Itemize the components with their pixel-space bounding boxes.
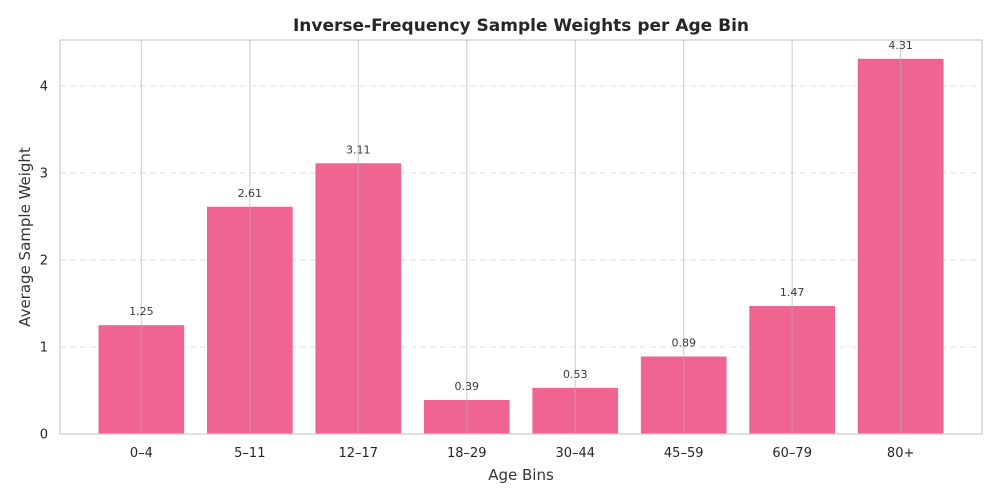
- y-tick-label: 0: [40, 428, 48, 443]
- x-tick-label: 45–59: [664, 446, 704, 461]
- bar-value-label: 1.47: [780, 286, 805, 299]
- bar-value-label: 0.89: [671, 337, 696, 350]
- data-labels: 1.25 2.61 3.11 0.39 0.53 0.89 1.47 4.31: [129, 39, 913, 393]
- x-tick-label: 18–29: [447, 446, 487, 461]
- plot-frame: [59, 39, 983, 435]
- bar-value-label: 3.11: [346, 143, 371, 156]
- x-tick-label: 80+: [887, 446, 914, 461]
- y-gridlines: [60, 85, 982, 348]
- bars: [98, 58, 944, 435]
- x-tick-label: 5–11: [234, 446, 265, 461]
- chart-title: Inverse-Frequency Sample Weights per Age…: [293, 16, 749, 36]
- x-axis-label: Age Bins: [488, 466, 554, 484]
- y-axis-label: Average Sample Weight: [16, 147, 34, 327]
- x-tick-label: 30–44: [555, 446, 595, 461]
- x-tick-label: 0–4: [130, 446, 153, 461]
- y-tick-label: 2: [40, 253, 48, 268]
- bar-value-label: 0.39: [455, 380, 480, 393]
- bar-value-label: 2.61: [238, 187, 263, 200]
- x-tick-labels: 0–4 5–11 12–17 18–29 30–44 45–59 60–79 80+: [130, 446, 915, 461]
- bar-value-label: 1.25: [129, 305, 154, 318]
- bar-value-label: 4.31: [888, 39, 913, 52]
- y-tick-label: 4: [40, 79, 48, 94]
- x-gridlines: [140, 40, 902, 434]
- y-tick-label: 3: [40, 166, 48, 181]
- y-tick-label: 1: [40, 340, 48, 355]
- bar-value-label: 0.53: [563, 368, 588, 381]
- y-tick-labels: 0 1 2 3 4: [40, 79, 48, 442]
- x-tick-label: 12–17: [338, 446, 378, 461]
- x-tick-label: 60–79: [772, 446, 812, 461]
